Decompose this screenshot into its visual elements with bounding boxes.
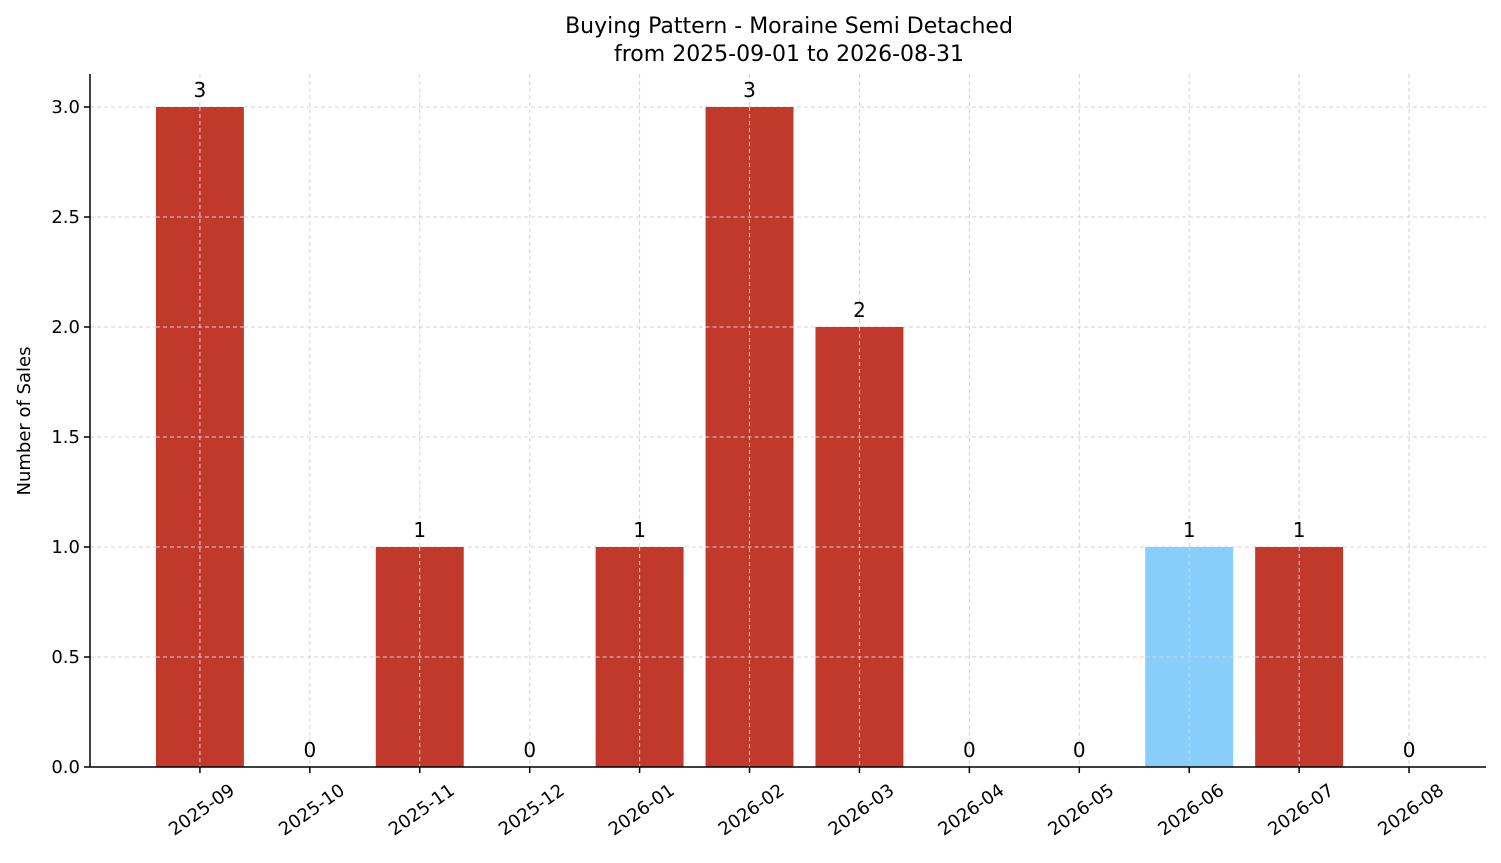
- data-label-2026-02: 3: [743, 78, 756, 102]
- x-tick-label: 2026-08: [1374, 780, 1448, 840]
- data-label-2026-01: 1: [633, 518, 646, 542]
- data-label-2025-10: 0: [303, 738, 316, 762]
- x-tick-label: 2026-02: [715, 780, 789, 840]
- x-tick-label: 2026-06: [1154, 780, 1228, 840]
- x-tick-label: 2026-07: [1264, 780, 1338, 840]
- y-axis-label: Number of Sales: [14, 346, 35, 495]
- y-tick-label: 3.0: [51, 97, 80, 118]
- y-tick-label: 1.0: [51, 537, 80, 558]
- y-tick-label: 2.0: [51, 317, 80, 338]
- data-label-2026-07: 1: [1293, 518, 1306, 542]
- data-label-2026-06: 1: [1183, 518, 1196, 542]
- x-tick-label: 2025-09: [165, 780, 239, 840]
- x-tick-label: 2026-04: [935, 780, 1009, 840]
- axes-layer: [84, 74, 1486, 773]
- y-tick-label: 2.5: [51, 207, 80, 228]
- data-label-2026-03: 2: [853, 298, 866, 322]
- data-label-2025-12: 0: [523, 738, 536, 762]
- x-tick-label: 2026-05: [1044, 780, 1118, 840]
- data-label-2025-09: 3: [194, 78, 207, 102]
- bars-layer: [155, 107, 1344, 767]
- chart-subtitle: from 2025-09-01 to 2026-08-31: [614, 42, 964, 67]
- data-label-2025-11: 1: [413, 518, 426, 542]
- x-tick-label: 2025-10: [275, 780, 349, 840]
- x-tick-label: 2025-11: [385, 780, 459, 840]
- chart-title: Buying Pattern - Moraine Semi Detached: [565, 14, 1013, 39]
- x-tick-label: 2025-12: [495, 780, 569, 840]
- data-label-2026-08: 0: [1403, 738, 1416, 762]
- y-tick-label: 0.0: [51, 757, 80, 778]
- data-label-2026-04: 0: [963, 738, 976, 762]
- x-tick-label: 2026-01: [605, 780, 679, 840]
- y-tick-label: 1.5: [51, 427, 80, 448]
- data-label-2026-05: 0: [1073, 738, 1086, 762]
- y-tick-label: 0.5: [51, 647, 80, 668]
- x-tick-label: 2026-03: [825, 780, 899, 840]
